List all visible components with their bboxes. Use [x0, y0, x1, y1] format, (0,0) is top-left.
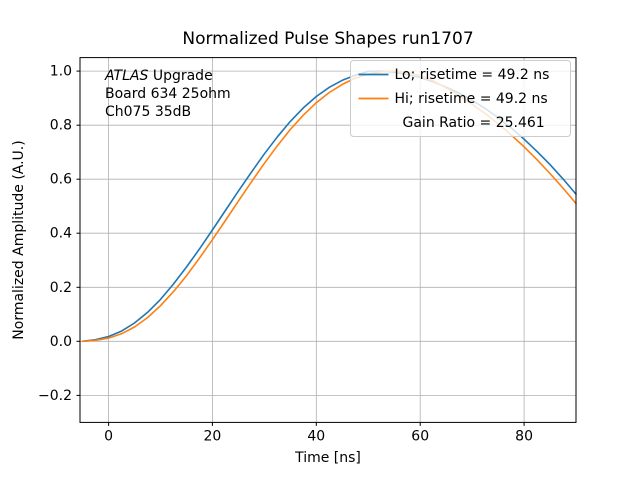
legend-label-0: Lo; risetime = 49.2 ns: [395, 67, 550, 83]
x-axis-label: Time [ns]: [294, 450, 361, 466]
x-tick-label: 0: [104, 428, 113, 444]
y-tick-label: 0.6: [50, 172, 72, 188]
x-tick-label: 20: [203, 428, 221, 444]
y-tick-label: −0.2: [38, 388, 72, 404]
annotation-line-1: Board 634 25ohm: [105, 86, 231, 102]
chart-title: Normalized Pulse Shapes run1707: [182, 29, 473, 49]
axes-frame: [79, 57, 577, 423]
x-tick-label: 80: [515, 428, 533, 444]
annotation-line-2: Ch075 35dB: [105, 104, 191, 120]
y-axis-label: Normalized Amplitude (A.U.): [11, 140, 27, 339]
legend-label-1: Hi; risetime = 49.2 ns: [395, 91, 548, 107]
x-tick-label: 40: [307, 428, 325, 444]
x-tick-label: 60: [411, 428, 429, 444]
y-tick-label: 0.0: [50, 334, 72, 350]
y-tick-label: 0.4: [50, 226, 72, 242]
legend-label-2: Gain Ratio = 25.461: [403, 115, 545, 131]
y-tick-label: 0.8: [50, 118, 72, 134]
annotation-line-0: ATLAS Upgrade: [104, 68, 213, 84]
legend-box: [350, 60, 571, 137]
y-tick-label: 0.2: [50, 280, 72, 296]
y-tick-label: 1.0: [50, 64, 72, 80]
